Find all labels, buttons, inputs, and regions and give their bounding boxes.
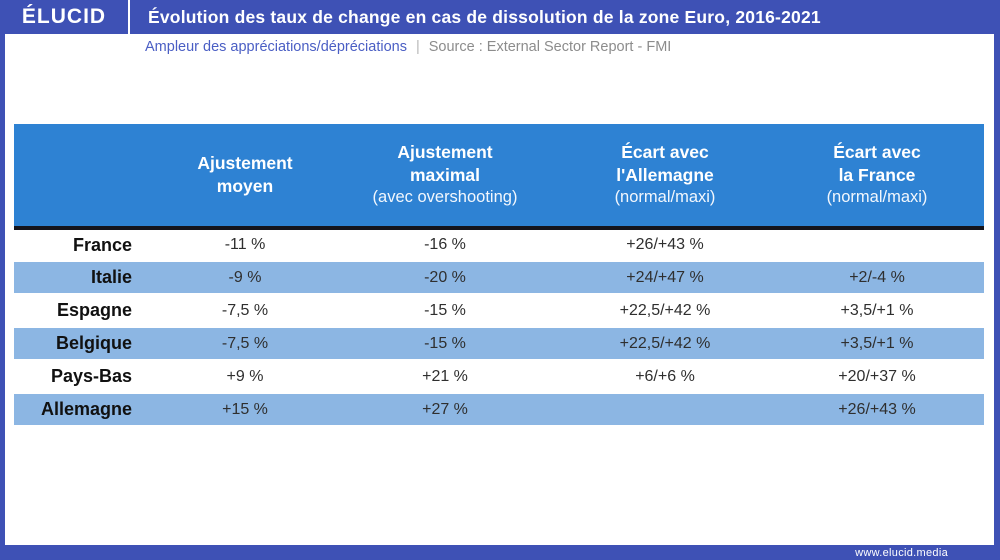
table-row-allemagne: Allemagne +15 % +27 % +26/+43 % [14,392,984,427]
header-cell-empty [14,124,160,230]
value-cell: -9 % [160,260,330,295]
header-cell-ecart-allemagne: Écart avec l'Allemagne (normal/maxi) [560,124,770,230]
value-cell: -16 % [330,227,560,262]
country-label: Allemagne [14,392,160,427]
left-border [0,0,5,560]
value-cell: +27 % [330,392,560,427]
footer-url: www.elucid.media [855,546,948,559]
value-cell: -11 % [160,227,330,262]
header-line: Ajustement [397,142,493,163]
header-line: maximal [409,165,481,186]
country-label: Espagne [14,293,160,328]
chart-subtitle: Ampleur des appréciations/dépréciations [145,39,407,55]
header-line: Écart avec [621,142,709,163]
value-cell [560,392,770,427]
source-label: Source : External Sector Report - FMI [428,39,672,55]
value-cell: +3,5/+1 % [770,326,984,361]
value-cell [770,227,984,262]
elucid-logo: ÉLUCID [21,5,107,28]
exchange-rate-table-wrap: Ajustement moyen Ajustement maximal (ave… [14,124,984,427]
value-cell: +2/-4 % [770,260,984,295]
value-cell: -20 % [330,260,560,295]
country-label: Pays-Bas [14,359,160,394]
value-cell: +21 % [330,359,560,394]
value-cell: +22,5/+42 % [560,326,770,361]
value-cell: +9 % [160,359,330,394]
exchange-rate-table: Ajustement moyen Ajustement maximal (ave… [14,124,984,427]
subtitle-separator: | [415,39,420,55]
header-subline: (normal/maxi) [826,188,928,207]
header-cell-ajustement-moyen: Ajustement moyen [160,124,330,230]
value-cell: +6/+6 % [560,359,770,394]
value-cell: +15 % [160,392,330,427]
value-cell: +22,5/+42 % [560,293,770,328]
header-line: Ajustement [197,152,293,173]
header-line: Écart avec [833,142,921,163]
table-header-row: Ajustement moyen Ajustement maximal (ave… [14,124,984,230]
title-band: ÉLUCID Évolution des taux de change en c… [0,0,1000,34]
logo-separator [128,0,130,34]
value-cell: +3,5/+1 % [770,293,984,328]
value-cell: -7,5 % [160,326,330,361]
country-label: France [14,227,160,262]
footer-band: www.elucid.media [0,545,1000,560]
table-row-pays-bas: Pays-Bas +9 % +21 % +6/+6 % +20/+37 % [14,359,984,394]
table-row-espagne: Espagne -7,5 % -15 % +22,5/+42 % +3,5/+1… [14,293,984,328]
header-line: l'Allemagne [616,165,714,186]
header-line: moyen [216,176,274,196]
right-border [994,0,1000,560]
value-cell: +26/+43 % [770,392,984,427]
value-cell: -7,5 % [160,293,330,328]
table-row-france: France -11 % -16 % +26/+43 % [14,227,984,262]
table-row-italie: Italie -9 % -20 % +24/+47 % +2/-4 % [14,260,984,295]
header-subline: (normal/maxi) [614,188,716,207]
table-row-belgique: Belgique -7,5 % -15 % +22,5/+42 % +3,5/+… [14,326,984,361]
header-line: la France [838,165,916,186]
page-title: Évolution des taux de change en cas de d… [148,6,821,27]
value-cell: -15 % [330,326,560,361]
header-cell-ajustement-maximal: Ajustement maximal (avec overshooting) [330,124,560,230]
header-subline: (avec overshooting) [372,188,518,207]
header-cell-ecart-france: Écart avec la France (normal/maxi) [770,124,984,230]
value-cell: +20/+37 % [770,359,984,394]
country-label: Italie [14,260,160,295]
country-label: Belgique [14,326,160,361]
value-cell: +26/+43 % [560,227,770,262]
value-cell: -15 % [330,293,560,328]
value-cell: +24/+47 % [560,260,770,295]
subtitle-strip: Ampleur des appréciations/dépréciations … [0,34,1000,60]
